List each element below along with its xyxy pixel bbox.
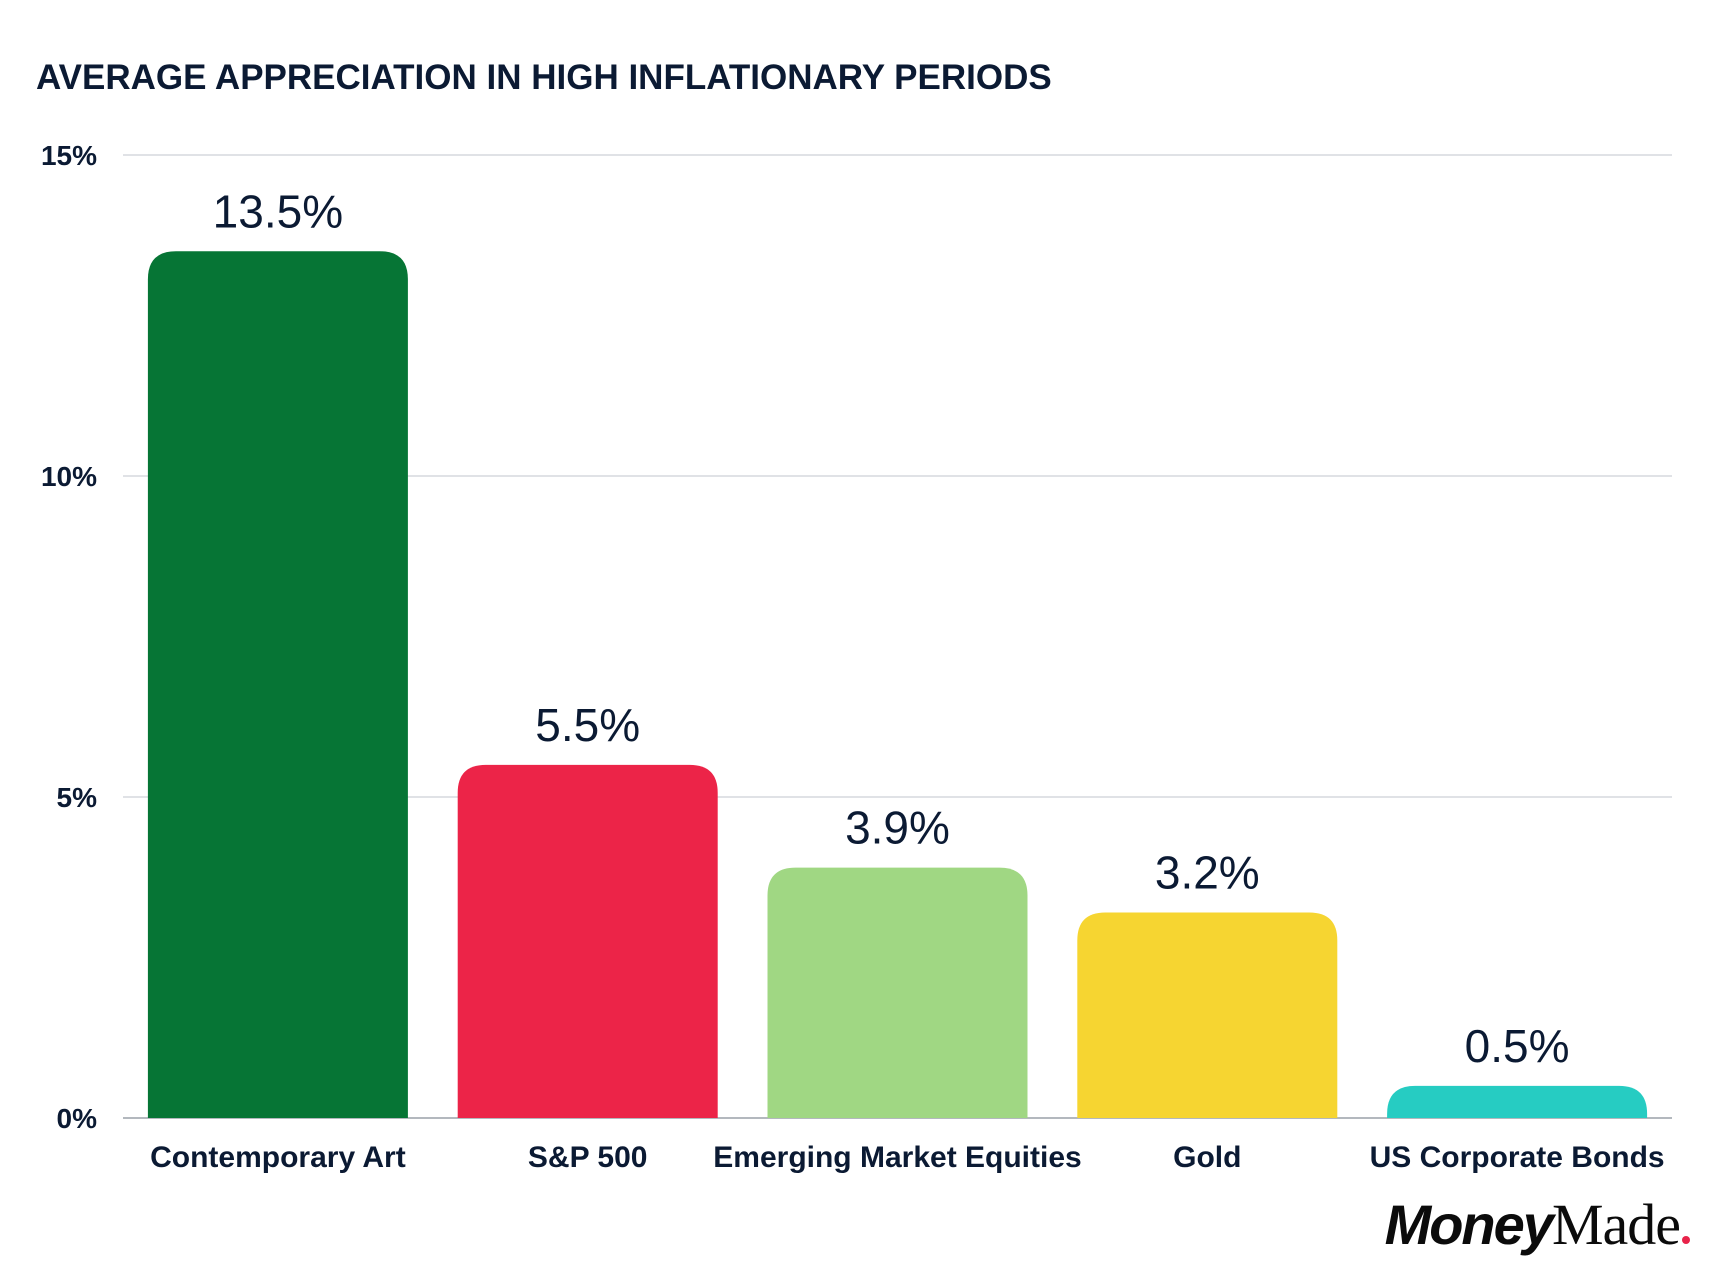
logo-text-made: Made [1551,1192,1681,1257]
data-label: 5.5% [535,699,640,751]
bar-emerging-market-equities [767,867,1028,1118]
y-tick-label: 15% [41,140,97,171]
y-tick-label: 5% [57,782,98,813]
x-tick-label: US Corporate Bonds [1370,1141,1665,1174]
data-label: 3.2% [1155,847,1260,899]
bars [147,251,1648,1119]
x-tick-label: Gold [1173,1141,1241,1174]
data-label: 3.9% [845,802,950,854]
data-label: 0.5% [1465,1020,1570,1072]
data-label: 13.5% [213,185,343,237]
bar-gold [1077,912,1338,1118]
logo-dot [1682,1236,1690,1244]
bar-contemporary-art [147,251,408,1119]
y-tick-label: 10% [41,461,97,492]
labels: 0% 5% 10% 15% 13.5% Contemporary Art 5.5% S&P 5… [41,140,1665,1174]
moneymade-logo: MoneyMade [1385,1196,1690,1254]
x-tick-label: Contemporary Art [150,1141,406,1174]
y-tick-label: 0% [57,1103,98,1134]
chart-title: AVERAGE APPRECIATION IN HIGH INFLATIONAR… [36,58,1052,97]
bar-s-p-500 [457,764,718,1118]
x-tick-label: Emerging Market Equities [713,1141,1081,1174]
bar-us-corporate-bonds [1387,1085,1648,1118]
x-tick-label: S&P 500 [528,1141,648,1174]
logo-text-money: Money [1384,1193,1554,1256]
